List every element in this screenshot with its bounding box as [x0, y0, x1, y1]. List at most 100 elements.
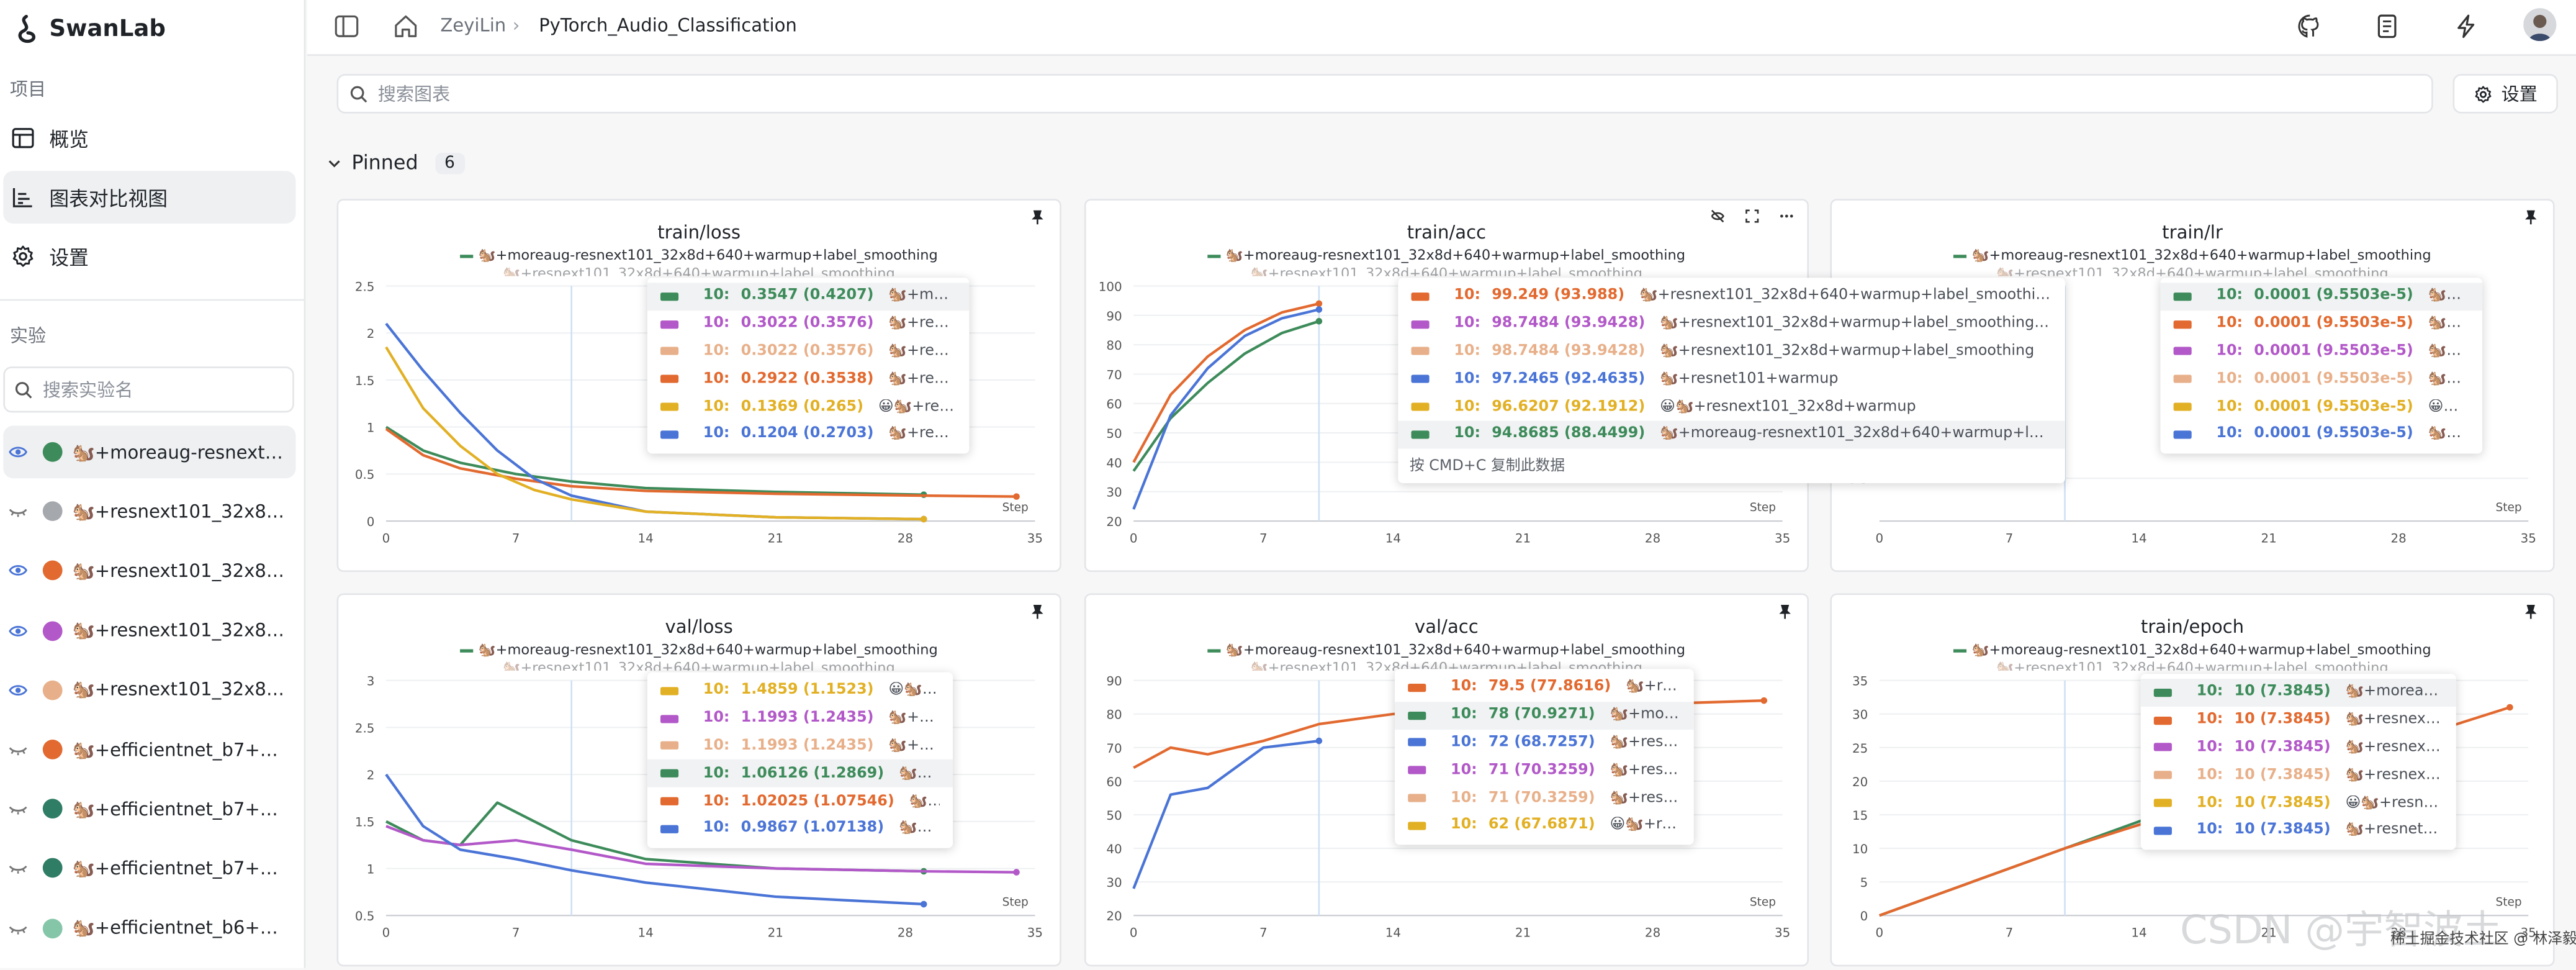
hide-icon[interactable] [1710, 209, 1725, 224]
tooltip-value: 78 (70.9271) [1488, 707, 1595, 724]
pin-icon[interactable] [1030, 209, 1045, 225]
eye-closed-icon[interactable] [8, 502, 28, 522]
series-line[interactable] [385, 346, 924, 521]
legend-entry[interactable]: 🐿️+moreaug-resnext101_32x8d+640+warmup+l… [460, 248, 938, 265]
pin-icon[interactable] [2523, 209, 2538, 225]
chart-card[interactable]: train/epoch 🐿️+moreaug-resnext101_32x8d+6… [1830, 593, 2555, 967]
series-line[interactable] [385, 425, 924, 496]
series-line[interactable] [1132, 739, 1320, 889]
breadcrumb-project[interactable]: PyTorch_Audio_Classification [539, 14, 797, 37]
tooltip-run-name: 🐿️+moreaug-resnext101_32x8d+640+warmup+l… [898, 765, 940, 782]
nav-item-chart-compare[interactable]: 图表对比视图 [3, 171, 296, 224]
legend-entry[interactable]: 🐿️+resnext101_32x8d+640+warmup+label_smo… [503, 266, 895, 276]
experiment-item[interactable]: 🐿️+moreaug-resnext101_32x8d+640+warmup+l… [3, 425, 296, 479]
tooltip-swatch [660, 714, 679, 723]
eye-closed-icon[interactable] [8, 740, 28, 759]
nav-item-settings[interactable]: 设置 [3, 230, 295, 283]
experiment-search-input[interactable]: 搜索实验名 [3, 366, 294, 413]
eye-closed-icon[interactable] [8, 799, 28, 819]
tooltip-step: 10: [1454, 426, 1481, 443]
experiment-color-dot[interactable] [42, 918, 63, 938]
eye-closed-icon[interactable] [8, 918, 28, 938]
docs-icon[interactable] [2374, 13, 2400, 39]
tooltip-run-name: 🐿️+resnet101+warmup [1610, 735, 1680, 751]
experiment-color-dot[interactable] [42, 680, 63, 700]
x-tick-label: 0 [382, 531, 390, 545]
chart-settings-button[interactable]: 设置 [2452, 74, 2558, 114]
experiment-item[interactable]: 🐿️+resnext101_32x8d+warmup+label_smoothi… [3, 664, 295, 717]
legend-entry[interactable]: 🐿️+moreaug-resnext101_32x8d+640+warmup+l… [1207, 248, 1685, 265]
y-tick-label: 30 [1852, 708, 1868, 722]
y-tick-label: 2.5 [355, 279, 375, 294]
chart-search-input[interactable]: 搜索图表 [336, 74, 2433, 114]
pin-icon[interactable] [2523, 603, 2538, 619]
eye-icon[interactable] [8, 561, 28, 581]
pinned-section-header[interactable]: Pinned 6 [327, 151, 465, 175]
x-tick-label: 28 [898, 926, 913, 940]
experiment-color-dot[interactable] [42, 858, 63, 879]
y-tick-label: 5 [1860, 876, 1868, 890]
more-icon[interactable] [1779, 209, 1794, 224]
tooltip-row: 10: 62 (67.6871) 😀🐿️+resnext101_32x8d+warm… [1395, 812, 1694, 839]
legend-entry[interactable]: 🐿️+moreaug-resnext101_32x8d+640+warmup+l… [1953, 643, 2431, 659]
breadcrumb-workspace[interactable]: ZeyiLin [440, 14, 507, 37]
eye-icon[interactable] [8, 680, 28, 700]
fullscreen-icon[interactable] [1745, 209, 1760, 224]
tooltip-value: 0.3547 (0.4207) [741, 288, 874, 305]
swanlab-logo[interactable]: SwanLab [13, 14, 166, 45]
search-icon [350, 85, 367, 102]
tooltip-row: 10: 1.1993 (1.2435) 🐿️+resnext101_32x8d+wa… [647, 732, 953, 759]
series-line[interactable] [1132, 320, 1320, 472]
series-line[interactable] [385, 825, 1017, 874]
legend-entry[interactable]: 🐿️+resnext101_32x8d+640+warmup+label_smo… [1996, 266, 2389, 276]
experiment-color-dot[interactable] [42, 442, 63, 462]
series-line[interactable] [1132, 308, 1320, 510]
chart-card[interactable]: train/acc 🐿️+moreaug-resnext101_32x8d+640… [1084, 199, 2065, 573]
legend-entry[interactable]: 🐿️+resnext101_32x8d+640+warmup+label_smo… [503, 660, 895, 671]
home-icon[interactable] [393, 13, 419, 39]
experiment-item[interactable]: 🐿️+efficientnet_b6+warmup [3, 902, 295, 954]
series-line[interactable] [1132, 302, 1320, 463]
chart-card[interactable]: val/loss 🐿️+moreaug-resnext101_32x8d+640+… [336, 593, 1061, 967]
experiment-item[interactable]: 🐿️+efficientnet_b7+warmup+label_smoothin… [3, 723, 295, 776]
x-tick-label: 0 [1876, 926, 1884, 940]
tooltip-value: 94.8685 (88.4499) [1492, 426, 1646, 443]
pin-icon[interactable] [1778, 603, 1793, 619]
experiment-color-dot[interactable] [42, 620, 63, 641]
series-line[interactable] [385, 427, 1017, 498]
lightning-icon[interactable] [2453, 13, 2479, 39]
legend-entry[interactable]: 🐿️+resnext101_32x8d+640+warmup+label_smo… [1250, 266, 1643, 276]
eye-closed-icon[interactable] [8, 859, 28, 879]
sidebar-toggle-icon[interactable] [333, 13, 359, 39]
experiment-color-dot[interactable] [42, 740, 63, 759]
tooltip-step: 10: [703, 426, 730, 443]
experiment-item[interactable]: 🐿️+resnext101_32x8d+640+warmup [3, 485, 295, 538]
eye-icon[interactable] [8, 442, 28, 462]
github-icon[interactable] [2297, 13, 2323, 39]
legend-entry[interactable]: 🐿️+resnext101_32x8d+640+warmup+label_smo… [1250, 660, 1643, 671]
legend-entry[interactable]: 🐿️+moreaug-resnext101_32x8d+640+warmup+l… [460, 643, 938, 659]
experiment-item[interactable]: 🐿️+efficientnet_b7+warmup+label_smoothin… [3, 842, 295, 895]
series-end-point [1315, 737, 1323, 745]
experiment-item[interactable]: 🐿️+resnext101_32x8d+640+warmup+label_smo… [3, 545, 295, 597]
nav-item-overview[interactable]: 概览 [3, 112, 295, 165]
chart-tooltip: 10: 0.0001 (9.5503e-5) 🐿️+moreaug-resnext1… [2160, 278, 2483, 453]
swanlab-logo-icon [18, 14, 35, 43]
chart-card[interactable]: train/loss 🐿️+moreaug-resnext101_32x8d+64… [336, 199, 1061, 573]
legend-entry[interactable]: 🐿️+resnext101_32x8d+640+warmup+label_smo… [1996, 660, 2389, 671]
pin-icon[interactable] [1030, 603, 1045, 619]
legend-entry[interactable]: 🐿️+moreaug-resnext101_32x8d+640+warmup+l… [1207, 643, 1685, 659]
experiment-color-dot[interactable] [42, 501, 63, 522]
experiment-item[interactable]: 🐿️+efficientnet_b7+warmup [3, 782, 295, 835]
eye-icon[interactable] [8, 620, 28, 640]
series-line[interactable] [385, 773, 924, 906]
legend-entry[interactable]: 🐿️+moreaug-resnext101_32x8d+640+warmup+l… [1953, 248, 2431, 265]
search-icon [15, 381, 32, 398]
chart-card[interactable]: val/acc 🐿️+moreaug-resnext101_32x8d+640+w… [1084, 593, 1809, 967]
tooltip-swatch [660, 741, 679, 751]
tooltip-row: 10: 71 (70.3259) 🐿️+resnext101_32x8d+warmu… [1395, 757, 1694, 784]
experiment-color-dot[interactable] [42, 561, 63, 581]
avatar[interactable] [2523, 8, 2557, 42]
experiment-color-dot[interactable] [42, 799, 63, 819]
experiment-item[interactable]: 🐿️+resnext101_32x8d+warmup+label_smoothi… [3, 604, 295, 657]
